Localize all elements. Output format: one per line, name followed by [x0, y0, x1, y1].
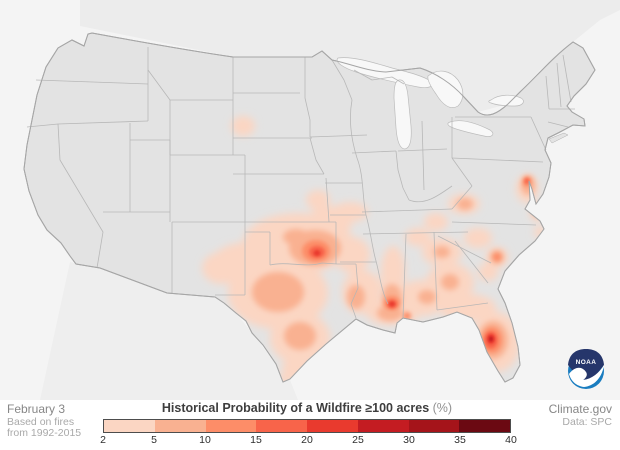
heat-blob	[418, 290, 436, 304]
lake-michigan	[393, 79, 412, 150]
heat-layer-5-10%	[252, 175, 541, 359]
us-wildfire-probability-map: NOAA	[23, 0, 620, 400]
canada-region	[80, 0, 620, 112]
legend-color-bar	[103, 419, 511, 433]
heat-blob	[279, 373, 293, 382]
heat-blob	[489, 336, 493, 342]
heat-blob	[284, 322, 316, 350]
legend-tick-35: 35	[454, 434, 466, 446]
heat-blob	[377, 305, 403, 321]
credits: Climate.gov Data: SPC	[549, 403, 612, 428]
legend-unit: (%)	[432, 401, 453, 415]
noaa-logo: NOAA	[568, 349, 604, 389]
heat-blob	[231, 116, 255, 136]
heat-blob	[434, 246, 450, 258]
heat-blob	[252, 272, 304, 312]
heat-blob	[389, 301, 395, 307]
legend-tick-labels: 2 5 10 15 20 25 30 35 40	[100, 434, 517, 447]
heat-blob	[306, 190, 330, 210]
legend-segment-0	[104, 420, 155, 432]
noaa-logo-text: NOAA	[576, 359, 597, 366]
heat-layer-25-30%	[489, 336, 493, 342]
date-label: February 3	[7, 402, 66, 416]
state-borders	[26, 47, 575, 319]
heat-blob	[283, 229, 309, 245]
legend-tick-25: 25	[352, 434, 364, 446]
heat-blob	[464, 228, 492, 248]
legend-tick-5: 5	[151, 434, 157, 446]
heat-blob	[313, 250, 321, 256]
great-lakes	[336, 57, 524, 150]
legend-segment-1	[154, 420, 206, 432]
legend-segment-6	[408, 420, 460, 432]
credit-site: Climate.gov	[548, 402, 612, 416]
legend-segment-3	[256, 420, 307, 432]
basis-line-2: from 1992-2015	[7, 427, 82, 439]
legend-tick-15: 15	[250, 434, 262, 446]
basis-line-1: Based on fires	[7, 416, 75, 428]
legend-segment-5	[357, 420, 409, 432]
long-island	[548, 132, 569, 144]
heat-blob	[493, 253, 501, 261]
heat-blob	[202, 252, 242, 284]
legend-segment-7	[459, 420, 510, 432]
footer: February 3 Based on fires from 1992-2015…	[0, 400, 620, 450]
lake-superior	[336, 57, 434, 88]
legend-segment-4	[307, 420, 358, 432]
lake-erie	[447, 120, 494, 137]
heat-blob	[441, 274, 459, 290]
legend-tick-40: 40	[505, 434, 517, 446]
lake-huron	[427, 70, 464, 108]
heat-blob	[457, 198, 473, 210]
legend-tick-2: 2	[100, 434, 106, 446]
legend-title-text: Historical Probability of a Wildfire ≥10…	[161, 401, 430, 415]
mexico-region	[40, 262, 298, 400]
color-legend: Historical Probability of a Wildfire ≥10…	[100, 401, 517, 447]
legend-segment-2	[205, 420, 257, 432]
map-area: NOAA	[0, 0, 620, 400]
heat-blob	[524, 178, 530, 184]
map-metadata: February 3 Based on fires from 1992-2015	[7, 403, 81, 439]
legend-tick-20: 20	[301, 434, 313, 446]
heat-blob	[424, 213, 448, 231]
heat-blob	[347, 285, 365, 309]
noaa-logo-gull-icon	[569, 365, 604, 387]
credit-data-source: Data: SPC	[562, 416, 612, 428]
legend-tick-10: 10	[199, 434, 211, 446]
legend-tick-30: 30	[403, 434, 415, 446]
legend-title: Historical Probability of a Wildfire ≥10…	[103, 401, 511, 417]
heat-blob	[381, 246, 405, 298]
heat-blob	[405, 228, 431, 246]
